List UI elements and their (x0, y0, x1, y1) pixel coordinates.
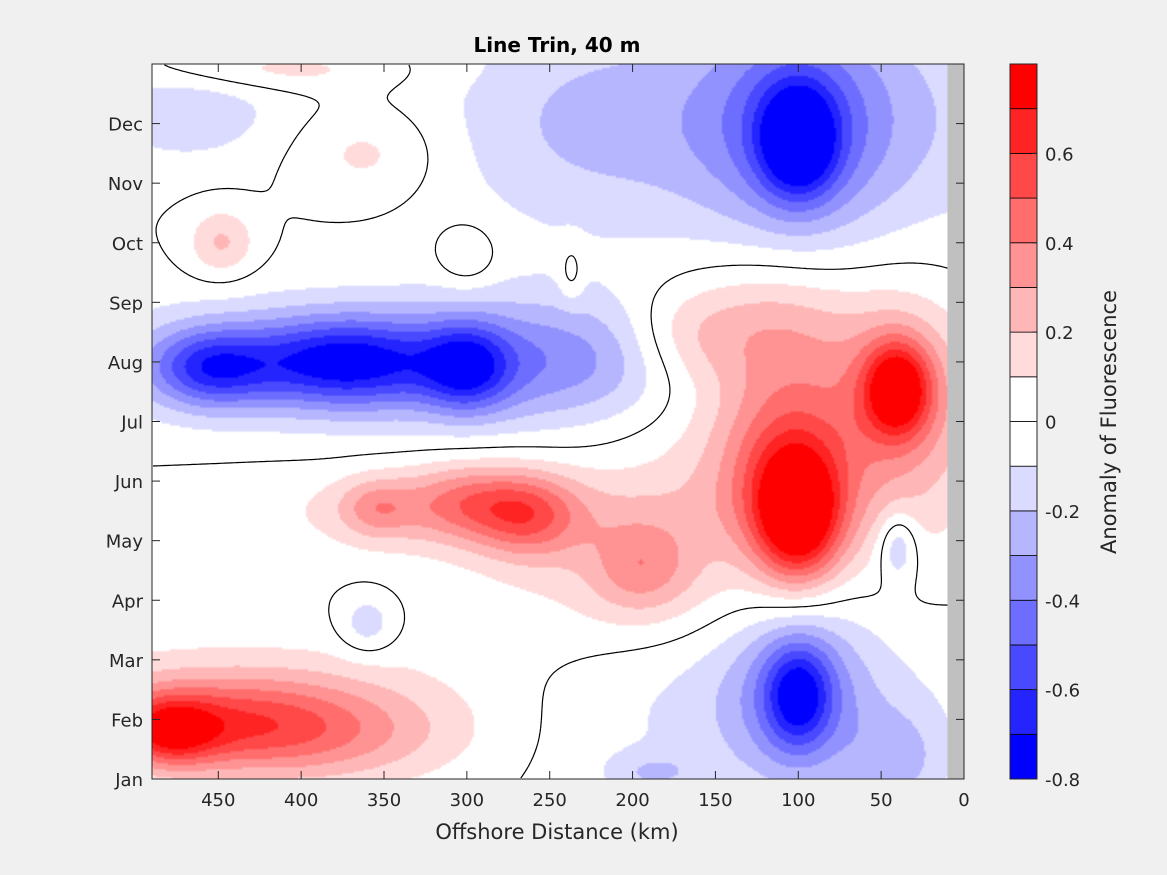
x-tick-label: 300 (450, 790, 484, 811)
colorbar-tick-label: -0.6 (1045, 681, 1080, 702)
x-axis-label: Offshore Distance (km) (435, 820, 678, 844)
colorbar-band (1009, 287, 1038, 333)
colorbar-band (1009, 733, 1038, 780)
colorbar-band (1009, 644, 1038, 691)
colorbar-band (1009, 376, 1038, 422)
y-tick-label: Nov (108, 174, 143, 195)
x-axis-ticks: 450 400 350 300 250 200 150 100 50 0 (201, 64, 970, 811)
y-tick-label: Jun (114, 472, 143, 493)
zero-contour-lines (152, 64, 964, 779)
x-tick-label: 250 (533, 790, 567, 811)
colorbar-band (1009, 152, 1038, 199)
colorbar-band (1009, 510, 1038, 556)
y-tick-label: Apr (112, 591, 144, 612)
x-tick-label: 200 (615, 790, 649, 811)
colorbar-tick-label: 0.2 (1045, 323, 1074, 344)
colorbar-band (1009, 108, 1038, 154)
colorbar-band (1009, 555, 1038, 601)
x-tick-label: 350 (367, 790, 401, 811)
x-tick-label: 100 (781, 790, 815, 811)
x-tick-label: 150 (698, 790, 732, 811)
y-tick-label: Jan (114, 770, 143, 791)
anomaly-field (152, 64, 964, 779)
colorbar-band (1009, 331, 1038, 378)
colorbar-band (1009, 465, 1038, 512)
colorbar-tick-label: -0.2 (1045, 502, 1080, 523)
chart-title: Line Trin, 40 m (474, 33, 641, 57)
colorbar-band (1009, 689, 1038, 735)
x-tick-label: 50 (870, 790, 893, 811)
x-tick-label: 0 (958, 790, 969, 811)
y-tick-label: May (106, 532, 144, 553)
y-tick-label: Oct (112, 234, 143, 255)
colorbar-band (1009, 599, 1038, 646)
colorbar-tick-label: 0.6 (1045, 144, 1074, 165)
y-tick-label: Mar (109, 651, 144, 672)
y-tick-label: Jul (120, 413, 143, 434)
colorbar-band (1009, 421, 1038, 467)
x-tick-label: 450 (201, 790, 235, 811)
y-tick-label: Sep (109, 293, 143, 314)
colorbar-band (1009, 197, 1038, 244)
contour-plot-area (151, 63, 965, 780)
y-tick-label: Aug (108, 353, 143, 374)
y-axis-ticks: Jan Feb Mar Apr May Jun Jul Aug Sep Oct Nov Dec (106, 115, 964, 791)
x-tick-label: 400 (284, 790, 318, 811)
colorbar-tick-label: 0.4 (1045, 234, 1074, 255)
colorbar: 0.6 0.4 0.2 0 -0.2 -0.4 -0.6 -0.8 (1009, 63, 1080, 791)
colorbar-band (1009, 63, 1038, 110)
colorbar-tick-label: -0.4 (1045, 591, 1080, 612)
y-tick-label: Feb (111, 710, 143, 731)
colorbar-tick-label: 0 (1045, 413, 1056, 434)
colorbar-band (1009, 242, 1038, 288)
colorbar-tick-label: -0.8 (1045, 770, 1080, 791)
y-tick-label: Dec (108, 115, 143, 136)
colorbar-label: Anomaly of Fluorescence (1097, 290, 1121, 554)
